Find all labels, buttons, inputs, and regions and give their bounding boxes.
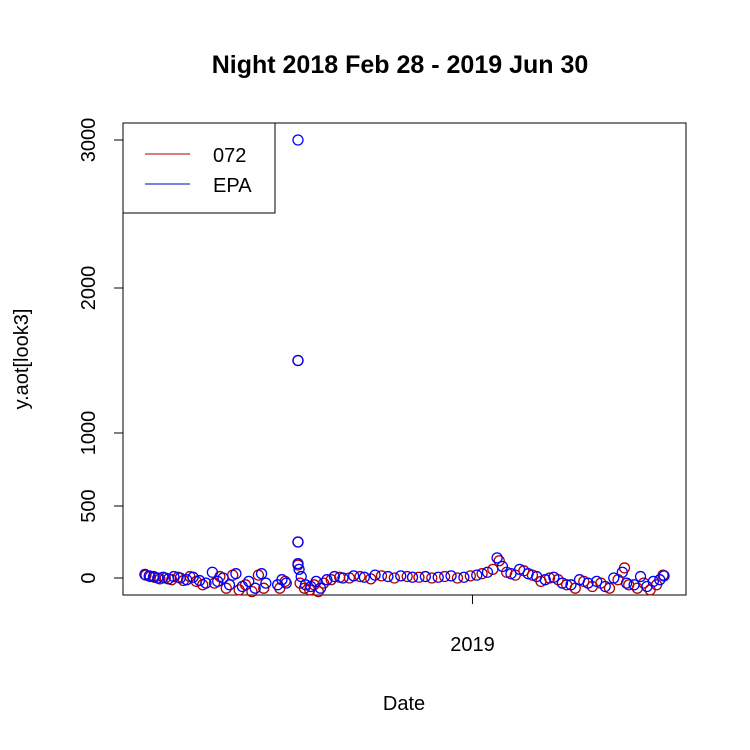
point-epa [658, 570, 670, 582]
point-epa [223, 579, 236, 591]
y-tick-label: 0 [78, 572, 100, 583]
point-epa [292, 536, 304, 548]
point-epa [432, 571, 444, 583]
point-epa [193, 574, 206, 587]
point-epa [152, 572, 164, 584]
point-epa [419, 570, 432, 583]
point-072 [438, 570, 451, 583]
x-tick-label: 2019 [450, 634, 495, 656]
y-axis: 0 500 1000 2000 3000 [78, 118, 124, 584]
legend-box [122, 122, 276, 214]
point-epa [395, 570, 407, 582]
point-epa [616, 566, 628, 578]
point-epa [200, 577, 212, 589]
point-epa [280, 577, 292, 589]
point-072 [246, 585, 258, 598]
point-epa [243, 575, 255, 588]
legend: 072 EPA [122, 122, 276, 214]
point-epa [382, 570, 394, 583]
x-axis: 2019 [450, 595, 495, 656]
data-points [139, 134, 670, 598]
legend-label-epa: EPA [213, 175, 252, 197]
point-epa [292, 557, 304, 570]
point-epa [491, 552, 503, 564]
point-epa [628, 579, 640, 591]
point-072 [375, 570, 388, 582]
point-epa [249, 582, 261, 594]
point-epa [181, 574, 193, 586]
point-epa [314, 582, 327, 594]
point-epa [471, 569, 483, 581]
point-epa [458, 571, 470, 583]
point-epa [496, 560, 509, 573]
point-072 [258, 582, 270, 594]
point-epa [481, 566, 494, 578]
y-tick-label: 1000 [78, 411, 100, 456]
legend-label-072: 072 [213, 145, 246, 167]
point-072 [325, 574, 337, 586]
point-epa [293, 563, 305, 576]
point-epa [590, 575, 603, 588]
y-tick-label: 3000 [78, 118, 100, 163]
point-epa [369, 569, 381, 581]
point-epa [292, 354, 304, 367]
point-epa [634, 570, 647, 583]
point-072 [451, 572, 464, 584]
point-072 [464, 570, 476, 582]
point-epa [620, 577, 633, 589]
point-epa [321, 574, 333, 586]
point-epa [255, 568, 268, 580]
point-epa [174, 572, 186, 584]
x-axis-label: Date [383, 693, 425, 715]
point-072 [493, 555, 505, 567]
y-tick-label: 500 [78, 489, 100, 522]
series-epa [139, 134, 670, 594]
point-epa [348, 570, 360, 582]
point-072 [388, 572, 400, 584]
point-epa [445, 570, 457, 582]
point-epa [206, 566, 219, 578]
point-epa [187, 571, 199, 583]
point-epa [162, 573, 175, 585]
point-072 [354, 570, 366, 583]
series-072 [140, 354, 669, 598]
point-epa [217, 572, 229, 584]
point-epa [565, 579, 577, 591]
point-epa [548, 571, 560, 583]
point-epa [337, 572, 349, 584]
point-epa [556, 577, 569, 589]
point-epa [260, 577, 272, 589]
point-072 [426, 572, 438, 584]
point-072 [476, 568, 488, 580]
y-tick-label: 2000 [78, 266, 100, 311]
point-epa [168, 570, 180, 583]
point-072 [413, 571, 425, 583]
point-epa [599, 580, 611, 593]
point-epa [328, 570, 341, 583]
point-epa [143, 570, 155, 582]
y-axis-label: y.aot[look3] [11, 309, 33, 410]
point-epa [299, 579, 312, 591]
point-epa [157, 571, 169, 583]
point-072 [365, 573, 377, 585]
point-epa [582, 577, 594, 589]
point-epa [230, 568, 242, 580]
point-epa [406, 571, 419, 583]
point-072 [220, 582, 232, 594]
point-epa [608, 572, 620, 584]
point-epa [539, 574, 551, 586]
point-epa [647, 575, 660, 588]
point-072 [401, 570, 413, 583]
chart-title: Night 2018 Feb 28 - 2019 Jun 30 [212, 51, 589, 79]
point-epa [292, 134, 304, 146]
point-epa [358, 571, 371, 583]
